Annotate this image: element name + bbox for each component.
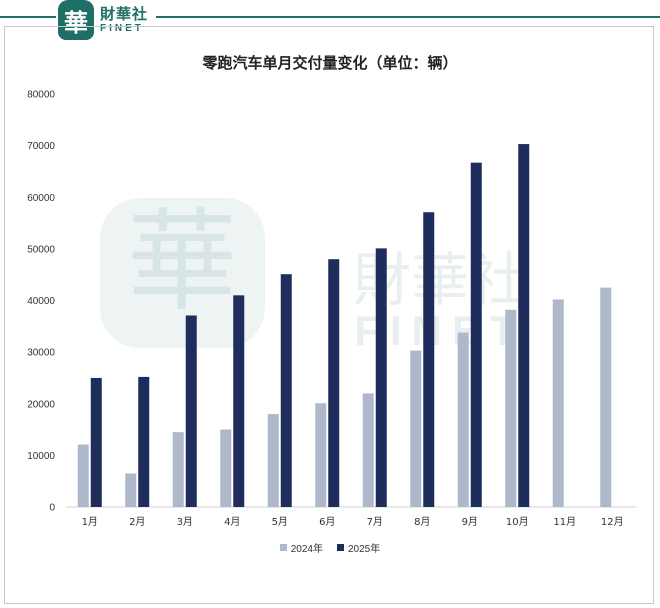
bar-2025 (280, 274, 292, 507)
x-tick-label: 1月 (82, 516, 98, 528)
bar-2024 (410, 350, 422, 507)
chart-legend: 2024年 2025年 (0, 540, 660, 555)
legend-swatch-2025 (337, 544, 344, 551)
x-tick-label: 5月 (272, 516, 288, 528)
legend-swatch-2024 (279, 544, 287, 551)
brand-logo: 華 財華社 FINET (56, 0, 157, 40)
bar-2024 (505, 309, 517, 507)
brand-name-en: FINET (100, 22, 144, 34)
x-tick-label: 11月 (553, 516, 576, 528)
legend-item-2024: 2024年 (279, 540, 323, 555)
y-tick-label: 80000 (27, 90, 55, 101)
logo-badge-icon: 華 (58, 0, 94, 40)
brand-name-cn: 財華社 (100, 4, 149, 23)
bar-2024 (267, 414, 279, 507)
bar-2024 (172, 432, 184, 507)
bar-2024 (315, 403, 327, 507)
bar-2024 (552, 299, 564, 507)
bar-2025 (470, 162, 482, 507)
y-tick-label: 60000 (27, 193, 55, 204)
bar-2025 (423, 212, 435, 507)
header-rule (0, 16, 660, 18)
bar-2025 (375, 248, 387, 507)
legend-label-2024: 2024年 (290, 544, 323, 555)
y-tick-label: 10000 (27, 451, 55, 462)
bar-2025 (233, 295, 245, 507)
bar-2024 (77, 444, 89, 507)
x-tick-label: 2月 (129, 516, 145, 528)
bar-2024 (362, 393, 374, 507)
y-tick-label: 50000 (27, 244, 55, 255)
legend-item-2025: 2025年 (337, 540, 380, 555)
bar-2024 (600, 287, 612, 507)
bar-2024 (457, 332, 469, 507)
bar-2025 (138, 376, 150, 507)
x-tick-label: 3月 (177, 516, 193, 528)
y-tick-label: 30000 (27, 348, 55, 359)
y-tick-label: 70000 (27, 141, 55, 152)
bar-2025 (90, 377, 102, 507)
chart-frame (4, 26, 654, 604)
bar-2025 (185, 315, 197, 507)
bar-2025 (518, 144, 530, 508)
y-tick-label: 20000 (27, 399, 55, 410)
x-tick-label: 4月 (224, 516, 240, 528)
x-tick-label: 6月 (319, 516, 335, 528)
bar-2024 (220, 429, 232, 507)
bar-2025 (328, 259, 340, 507)
x-tick-label: 12月 (601, 516, 624, 528)
x-tick-label: 9月 (462, 516, 478, 528)
bar-2024 (125, 473, 137, 507)
x-tick-label: 8月 (414, 516, 430, 528)
chart-title: 零跑汽车单月交付量变化（单位：辆） (202, 54, 458, 72)
y-tick-label: 0 (49, 503, 55, 514)
x-tick-label: 7月 (367, 516, 383, 528)
x-tick-label: 10月 (506, 516, 529, 528)
y-tick-label: 40000 (27, 296, 55, 307)
legend-label-2025: 2025年 (348, 544, 381, 555)
